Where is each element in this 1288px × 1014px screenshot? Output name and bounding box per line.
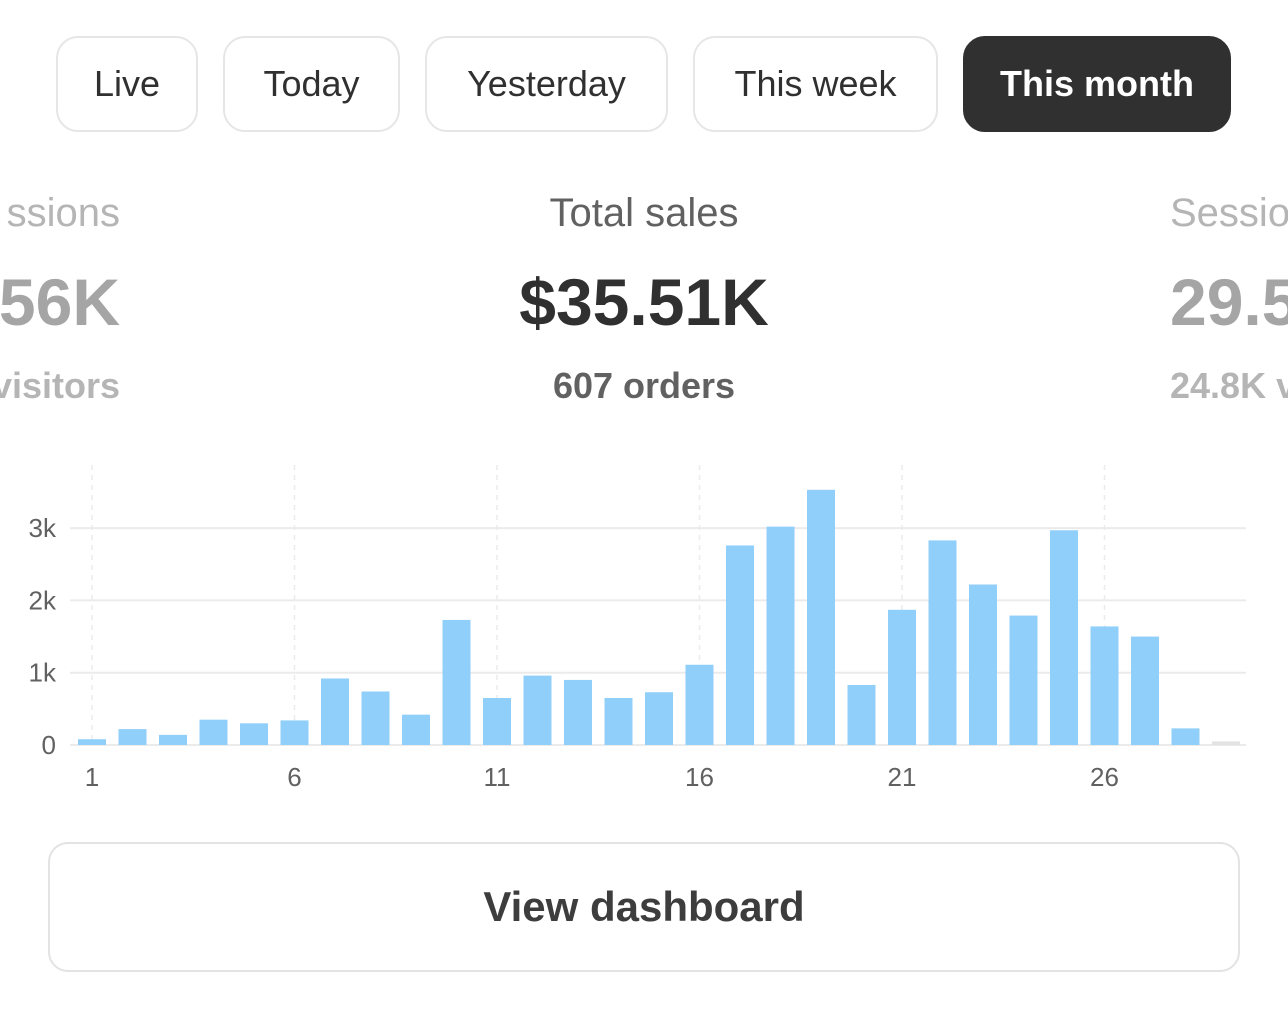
chart-bar <box>483 698 511 745</box>
chart-bar <box>1009 615 1038 745</box>
metric-card-sessions[interactable]: Sessio 29.5 24.8K v <box>1170 190 1288 408</box>
tab-this-week[interactable]: This week <box>693 36 938 132</box>
date-range-tabs: Live Today Yesterday This week This mont… <box>0 36 1288 132</box>
metric-value: 29.5 <box>1170 265 1288 339</box>
metric-label: ssions <box>6 191 120 235</box>
chart-bar <box>321 678 349 745</box>
chart-bar <box>1050 530 1078 745</box>
chart-bar <box>564 679 592 745</box>
chart-bar <box>928 540 957 745</box>
chart-bar <box>1171 728 1200 745</box>
y-tick-label: 2k <box>29 585 57 615</box>
y-tick-label: 1k <box>29 658 57 688</box>
metric-value: 56K <box>0 265 120 339</box>
metric-sub: 607 orders <box>552 365 736 406</box>
tab-today[interactable]: Today <box>223 36 400 132</box>
x-tick-label: 6 <box>287 762 301 792</box>
chart-bar <box>807 489 835 745</box>
chart-bar <box>78 739 106 745</box>
chart-bar <box>118 729 147 745</box>
chart-bar <box>726 545 754 745</box>
chart-bar <box>969 584 997 745</box>
chart-bar <box>280 720 309 745</box>
chart-bar <box>523 675 552 745</box>
chart-bar <box>1090 626 1119 745</box>
x-tick-label: 26 <box>1090 762 1119 792</box>
chart-bar <box>1131 636 1159 745</box>
metric-sub: 24.8K v <box>1170 365 1288 406</box>
metric-value: $35.51K <box>519 265 769 339</box>
chart-bar <box>159 734 187 745</box>
tab-this-month[interactable]: This month <box>963 36 1231 132</box>
chart-bar <box>766 526 795 745</box>
metric-card-total-sales[interactable]: Total sales $35.51K 607 orders <box>444 190 844 408</box>
chart-bar <box>442 619 471 745</box>
chart-bar <box>847 684 876 745</box>
metric-sub: visitors <box>0 365 120 406</box>
chart-bar <box>199 719 228 745</box>
y-tick-label: 3k <box>29 513 57 543</box>
metric-label: Sessio <box>1170 191 1288 235</box>
metric-card-sessions-previous[interactable]: ssions 56K visitors <box>0 190 120 408</box>
x-tick-label: 1 <box>85 762 99 792</box>
chart-bar <box>1212 741 1240 745</box>
chart-bar <box>604 698 633 745</box>
chart-bar <box>240 723 268 745</box>
view-dashboard-button[interactable]: View dashboard <box>48 842 1240 972</box>
y-tick-label: 0 <box>42 730 56 760</box>
chart-bar <box>361 691 390 745</box>
chart-bar <box>685 664 714 745</box>
chart-bar <box>645 692 673 745</box>
chart-bar <box>888 609 916 745</box>
x-tick-label: 11 <box>484 762 511 792</box>
tab-yesterday[interactable]: Yesterday <box>425 36 668 132</box>
x-tick-label: 16 <box>685 762 714 792</box>
metric-label: Total sales <box>549 191 739 235</box>
tab-live[interactable]: Live <box>56 36 198 132</box>
x-tick-label: 21 <box>888 762 917 792</box>
chart-bar <box>402 714 430 745</box>
